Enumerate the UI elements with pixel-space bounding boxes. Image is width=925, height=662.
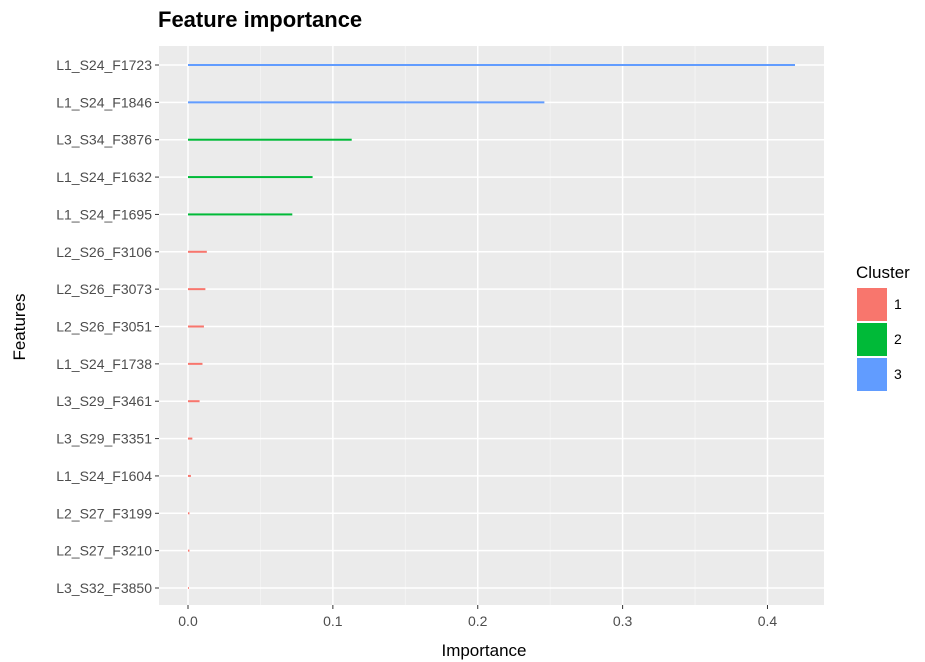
chart-title: Feature importance bbox=[158, 7, 362, 32]
y-tick-label: L1_S24_F1695 bbox=[56, 206, 152, 222]
x-tick-label: 0.3 bbox=[613, 613, 633, 629]
y-tick-label: L1_S24_F1604 bbox=[56, 468, 152, 484]
x-axis-title: Importance bbox=[441, 641, 526, 660]
x-tick-label: 0.1 bbox=[323, 613, 343, 629]
y-tick-label: L1_S24_F1723 bbox=[56, 57, 152, 73]
bar-l1_s24_f1723 bbox=[188, 64, 795, 66]
x-tick-label: 0.0 bbox=[178, 613, 198, 629]
bar-l3_s34_f3876 bbox=[188, 138, 352, 141]
legend-label-cluster-3: 3 bbox=[894, 366, 902, 382]
x-tick-label: 0.4 bbox=[758, 613, 778, 629]
y-tick-label: L3_S29_F3351 bbox=[56, 431, 152, 447]
bar-l1_s24_f1695 bbox=[188, 213, 293, 216]
plot-panel bbox=[159, 46, 824, 605]
legend: Cluster 1 2 3 bbox=[856, 263, 910, 391]
x-axis: 0.0 0.1 0.2 0.3 0.4 bbox=[178, 605, 777, 629]
y-tick-label: L3_S32_F3850 bbox=[56, 580, 152, 596]
bar-l2_s26_f3106 bbox=[188, 250, 207, 253]
y-tick-label: L3_S34_F3876 bbox=[56, 132, 152, 148]
bar-l3_s29_f3351 bbox=[188, 437, 193, 440]
legend-label-cluster-1: 1 bbox=[894, 296, 902, 312]
bar-l2_s27_f3210 bbox=[188, 549, 190, 552]
y-tick-label: L1_S24_F1632 bbox=[56, 169, 152, 185]
bar-l1_s24_f1604 bbox=[188, 474, 191, 477]
legend-key-cluster-2 bbox=[857, 323, 887, 356]
y-axis: L1_S24_F1723 L1_S24_F1846 L3_S34_F3876 L1_S… bbox=[56, 57, 159, 596]
y-tick-label: L2_S26_F3073 bbox=[56, 281, 152, 297]
bars bbox=[188, 64, 795, 589]
bar-l1_s24_f1632 bbox=[188, 176, 313, 179]
x-tick-label: 0.2 bbox=[468, 613, 488, 629]
bar-l1_s24_f1738 bbox=[188, 362, 203, 365]
legend-title: Cluster bbox=[856, 263, 910, 282]
bar-l1_s24_f1846 bbox=[188, 101, 545, 104]
bar-l2_s27_f3199 bbox=[188, 512, 190, 515]
bar-l3_s29_f3461 bbox=[188, 400, 200, 403]
legend-key-cluster-1 bbox=[857, 288, 887, 321]
y-tick-label: L2_S26_F3106 bbox=[56, 244, 152, 260]
legend-label-cluster-2: 2 bbox=[894, 331, 902, 347]
y-tick-label: L2_S27_F3210 bbox=[56, 543, 152, 559]
y-tick-label: L2_S27_F3199 bbox=[56, 505, 152, 521]
y-tick-label: L3_S29_F3461 bbox=[56, 393, 152, 409]
y-tick-label: L1_S24_F1846 bbox=[56, 94, 152, 110]
bar-l2_s26_f3051 bbox=[188, 325, 204, 328]
bar-l2_s26_f3073 bbox=[188, 288, 206, 291]
y-tick-label: L1_S24_F1738 bbox=[56, 356, 152, 372]
y-axis-title: Features bbox=[10, 293, 29, 360]
bar-l3_s32_f3850 bbox=[188, 587, 189, 589]
legend-key-cluster-3 bbox=[857, 358, 887, 391]
y-tick-label: L2_S26_F3051 bbox=[56, 319, 152, 335]
